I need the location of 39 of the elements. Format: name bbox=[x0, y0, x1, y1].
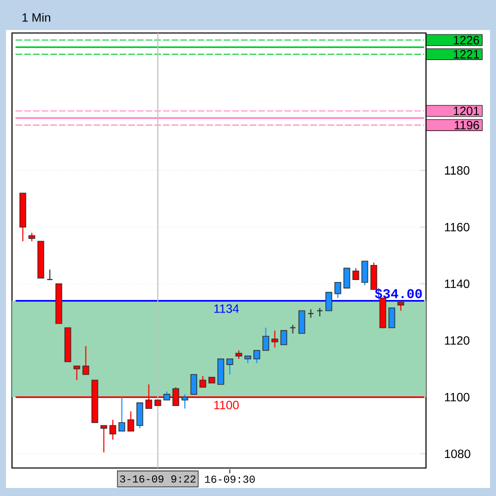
candlestick bbox=[361, 260, 368, 286]
candlestick bbox=[118, 396, 126, 432]
ref-line-label: 1226 bbox=[454, 36, 480, 44]
y-tick-label: 1160 bbox=[444, 222, 470, 232]
y-tick-label: 1120 bbox=[444, 336, 470, 345]
y-tick-label: 1140 bbox=[444, 280, 470, 288]
annotation: $34.00 bbox=[375, 288, 422, 300]
candlestick bbox=[199, 375, 206, 388]
candlestick bbox=[136, 402, 144, 429]
y-tick-label: 1180 bbox=[444, 166, 470, 175]
y-tick-label: 1100 bbox=[444, 392, 470, 402]
candlestick bbox=[253, 350, 260, 364]
candlestick bbox=[352, 268, 360, 280]
ref-line-label: 1201 bbox=[454, 106, 480, 116]
candlestick bbox=[109, 419, 116, 440]
candlestick bbox=[100, 424, 108, 453]
candlestick bbox=[388, 307, 396, 328]
ref-line-label: 1221 bbox=[454, 50, 480, 58]
ref-line-label: 1196 bbox=[454, 120, 480, 130]
candlestick bbox=[271, 330, 278, 348]
candlestick bbox=[181, 394, 188, 410]
x-tick-label: 16-09:30 bbox=[204, 476, 255, 483]
candlestick bbox=[280, 330, 288, 346]
candlestick bbox=[46, 269, 54, 280]
candlestick bbox=[73, 365, 80, 381]
candlestick bbox=[298, 310, 306, 334]
ref-line-label: 1134 bbox=[214, 304, 239, 313]
candlestick bbox=[190, 374, 198, 395]
candlestick bbox=[343, 268, 350, 288]
y-tick-label: 1080 bbox=[444, 450, 470, 458]
candlestick bbox=[262, 327, 270, 351]
candlestick bbox=[82, 346, 90, 376]
chart-title: 1 Min bbox=[22, 12, 50, 22]
candlestick bbox=[334, 282, 342, 299]
x-tick-label: 3-16-09 9:22 bbox=[120, 475, 196, 483]
candlestick bbox=[325, 292, 332, 312]
candlestick bbox=[226, 358, 234, 376]
ref-line-label: 1100 bbox=[214, 400, 239, 410]
candlestick bbox=[127, 410, 134, 432]
